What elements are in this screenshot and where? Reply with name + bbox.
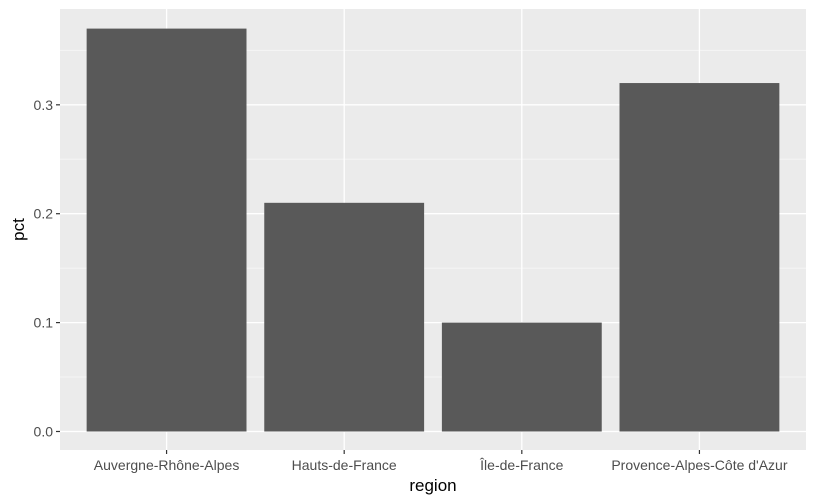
x-axis-title: region	[409, 476, 456, 495]
bars	[86, 28, 780, 432]
bar	[441, 322, 602, 432]
bar	[86, 28, 247, 432]
bar	[264, 202, 425, 432]
y-tick-label: 0.2	[34, 206, 54, 222]
y-tick-label: 0.1	[34, 315, 54, 331]
x-tick-label: Provence-Alpes-Côte d'Azur	[611, 457, 788, 473]
x-axis: Auvergne-Rhône-Alpes Hauts-de-France Île-d…	[94, 450, 788, 473]
y-tick-label: 0.0	[34, 423, 54, 439]
y-axis: 0.0 0.1 0.2 0.3	[34, 97, 60, 439]
x-tick-label: Hauts-de-France	[292, 457, 397, 473]
x-tick-label: Auvergne-Rhône-Alpes	[94, 457, 240, 473]
y-tick-label: 0.3	[34, 97, 54, 113]
y-axis-title: pct	[9, 218, 28, 241]
x-tick-label: Île-de-France	[479, 457, 563, 473]
bar	[619, 83, 780, 432]
